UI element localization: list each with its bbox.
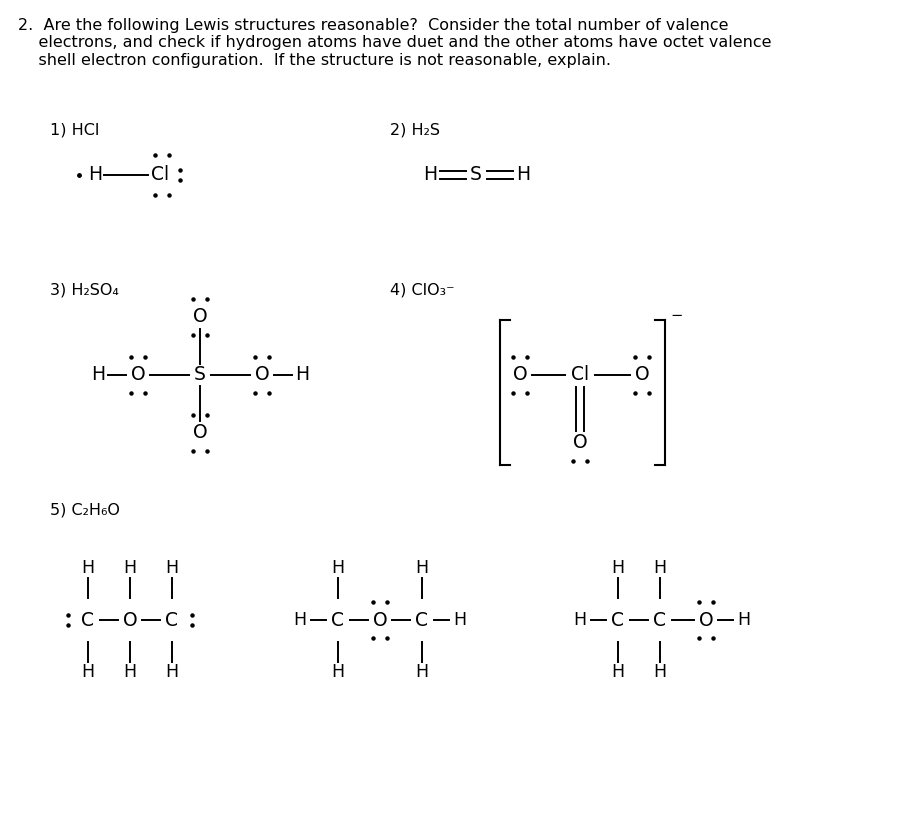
Text: H: H: [653, 559, 667, 577]
Text: 2) H₂S: 2) H₂S: [390, 123, 440, 137]
Text: H: H: [294, 611, 307, 629]
Text: H: H: [653, 663, 667, 681]
Text: O: O: [192, 308, 208, 326]
Text: 2.  Are the following Lewis structures reasonable?  Consider the total number of: 2. Are the following Lewis structures re…: [18, 18, 772, 68]
Text: O: O: [373, 610, 387, 630]
Text: H: H: [516, 165, 530, 185]
Text: O: O: [122, 610, 137, 630]
Text: H: H: [165, 663, 179, 681]
Text: H: H: [123, 559, 137, 577]
Text: H: H: [123, 663, 137, 681]
Text: H: H: [82, 559, 94, 577]
Text: −: −: [671, 308, 683, 323]
Text: H: H: [737, 611, 751, 629]
Text: C: C: [415, 610, 428, 630]
Text: C: C: [654, 610, 667, 630]
Text: H: H: [88, 165, 102, 185]
Text: 3) H₂SO₄: 3) H₂SO₄: [50, 282, 119, 298]
Text: O: O: [131, 366, 145, 384]
Text: C: C: [165, 610, 179, 630]
Text: H: H: [165, 559, 179, 577]
Text: H: H: [454, 611, 466, 629]
Text: H: H: [423, 165, 437, 185]
Text: O: O: [635, 366, 649, 384]
Text: H: H: [82, 663, 94, 681]
Text: O: O: [572, 434, 588, 452]
Text: H: H: [611, 663, 625, 681]
Text: Cl: Cl: [151, 165, 169, 185]
Text: H: H: [415, 559, 429, 577]
Text: O: O: [512, 366, 527, 384]
Text: H: H: [91, 366, 105, 384]
Text: C: C: [331, 610, 345, 630]
Text: 4) ClO₃⁻: 4) ClO₃⁻: [390, 282, 454, 298]
Text: H: H: [573, 611, 587, 629]
Text: Cl: Cl: [571, 366, 589, 384]
Text: O: O: [255, 366, 269, 384]
Text: H: H: [331, 663, 345, 681]
Text: S: S: [194, 366, 206, 384]
Text: 1) HCl: 1) HCl: [50, 123, 100, 137]
Text: C: C: [82, 610, 94, 630]
Text: H: H: [415, 663, 429, 681]
Text: 5) C₂H₆O: 5) C₂H₆O: [50, 502, 120, 518]
Text: H: H: [295, 366, 309, 384]
Text: S: S: [470, 165, 482, 185]
Text: O: O: [192, 424, 208, 443]
Text: H: H: [331, 559, 345, 577]
Text: C: C: [611, 610, 625, 630]
Text: O: O: [698, 610, 713, 630]
Text: H: H: [611, 559, 625, 577]
